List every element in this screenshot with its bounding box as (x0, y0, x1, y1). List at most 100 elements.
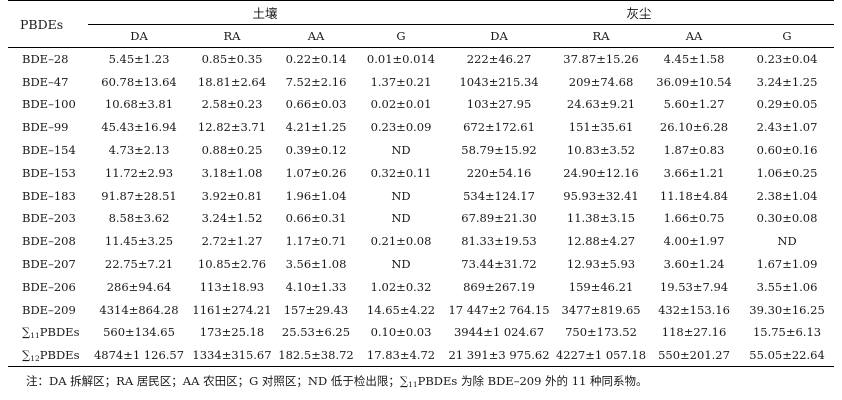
column-header: G (358, 24, 445, 48)
table-row: BDE–206 286±94.64 113±18.93 4.10±1.33 1.02±0… (8, 275, 834, 298)
table-cell: 1.66±0.75 (663, 211, 725, 226)
table-cell: 1334±315.67 (190, 343, 274, 368)
table-cell: 24.90±12.16 (563, 165, 639, 180)
table-cell: 0.29±0.05 (756, 97, 818, 112)
table-cell: 73.44±31.72 (461, 257, 537, 272)
table-row: BDE–154 4.73±2.13 0.88±0.25 0.39±0.12 ND 58.7… (8, 139, 834, 162)
table-cell: 18.81±2.64 (197, 74, 267, 89)
table-cell: 12.93±5.93 (566, 257, 636, 272)
table-cell: 2.38±1.04 (756, 188, 818, 203)
table-cell: 4.00±1.97 (663, 234, 725, 249)
table-cell: 11.38±3.15 (566, 211, 636, 226)
table-cell: 95.93±32.41 (563, 188, 639, 203)
row-label: ∑12PBDEs (8, 343, 88, 368)
table-cell: 4227±1 057.18 (554, 343, 649, 368)
table-cell: 26.10±6.28 (659, 120, 729, 135)
table-cell: 1.96±1.04 (285, 188, 347, 203)
table-footnote: 注：DA 拆解区；RA 居民区；AA 农田区；G 对照区；ND 低于检出限；∑1… (26, 373, 648, 389)
row-label: BDE–183 (22, 188, 76, 203)
row-label: BDE–99 (22, 120, 69, 135)
table-cell: 157±29.43 (283, 302, 349, 317)
table-cell: ND (391, 211, 411, 226)
table-cell: 3.66±1.21 (663, 165, 725, 180)
row-label-subscript: 12 (30, 353, 40, 363)
table-cell: 560±134.65 (103, 325, 175, 340)
table-cell: ND (391, 257, 411, 272)
table-cell: 12.82±3.71 (197, 120, 267, 135)
table-cell: 0.23±0.04 (756, 52, 818, 67)
footnote-text-after: PBDEs 为除 BDE–209 外的 11 种同系物。 (417, 374, 648, 388)
row-label: BDE–47 (22, 74, 69, 89)
table-cell: 182.5±38.72 (274, 343, 358, 368)
table-cell: 4314±864.28 (99, 302, 179, 317)
table-row: BDE–208 11.45±3.25 2.72±1.27 1.17±0.71 0.21±… (8, 230, 834, 253)
row-label-suffix: PBDEs (39, 324, 80, 339)
table-cell: 2.43±1.07 (756, 120, 818, 135)
table-cell: 432±153.16 (658, 302, 730, 317)
table-cell: 869±267.19 (463, 279, 535, 294)
sum-symbol: ∑ (22, 324, 31, 339)
table-cell: ND (391, 188, 411, 203)
table-cell: 10.83±3.52 (566, 143, 636, 158)
data-table-container: PBDEs 土壤 灰尘 DA RA AA G DA RA AA G BDE–28… (8, 0, 835, 368)
table-cell: 91.87±28.51 (101, 188, 177, 203)
table-cell: 5.60±1.27 (663, 97, 725, 112)
column-header: DA (444, 24, 555, 48)
table-cell: 1161±274.21 (192, 302, 272, 317)
table-cell: 209±74.68 (568, 74, 634, 89)
table-row: BDE–209 4314±864.28 1161±274.21 157±29.43 14… (8, 298, 834, 321)
table-cell: 1043±215.34 (459, 74, 539, 89)
table-cell: 4.21±1.25 (285, 120, 347, 135)
table-cell: 672±172.61 (463, 120, 535, 135)
table-row: ∑12PBDEs 4874±1 126.57 1334±315.67 182.5±38… (8, 343, 835, 368)
table-cell: 3944±1 024.67 (453, 325, 545, 340)
table-cell: 4.45±1.58 (663, 52, 725, 67)
table-cell: 0.66±0.31 (285, 211, 347, 226)
table-cell: 21 391±3 975.62 (444, 343, 555, 368)
table-cell: 2.72±1.27 (201, 234, 263, 249)
table-cell: 60.78±13.64 (101, 74, 177, 89)
table-row: BDE–203 8.58±3.62 3.24±1.52 0.66±0.31 ND 67.8… (8, 207, 834, 230)
table-cell: 5.45±1.23 (108, 52, 170, 67)
table-cell: 3.92±0.81 (201, 188, 263, 203)
table-cell: 0.21±0.08 (370, 234, 432, 249)
row-label: BDE–28 (22, 52, 69, 67)
corner-header: PBDEs (8, 0, 88, 48)
table-cell: 19.53±7.94 (659, 279, 729, 294)
table-cell: 113±18.93 (199, 279, 265, 294)
table-cell: 0.02±0.01 (370, 97, 432, 112)
table-cell: 15.75±6.13 (752, 325, 822, 340)
table-cell: 37.87±15.26 (563, 52, 639, 67)
table-cell: 12.88±4.27 (566, 234, 636, 249)
table-cell: 0.01±0.014 (366, 52, 436, 67)
column-header: AA (274, 24, 358, 48)
table-body: BDE–28 5.45±1.23 0.85±0.35 0.22±0.14 0.01±0.… (8, 48, 835, 368)
table-row: BDE–153 11.72±2.93 3.18±1.08 1.07±0.26 0.32±… (8, 161, 834, 184)
table-cell: 534±124.17 (463, 188, 535, 203)
table-cell: 0.23±0.09 (370, 120, 432, 135)
table-cell: 2.58±0.23 (201, 97, 263, 112)
table-cell: 67.89±21.30 (461, 211, 537, 226)
row-label: BDE–209 (22, 302, 76, 317)
table-cell: 55.05±22.64 (740, 343, 835, 368)
row-label: ∑11PBDEs (8, 321, 88, 344)
table-cell: 4.73±2.13 (108, 143, 170, 158)
row-label-subscript: 11 (30, 330, 40, 340)
table-row: BDE–28 5.45±1.23 0.85±0.35 0.22±0.14 0.01±0.… (8, 48, 834, 71)
table-cell: 0.30±0.08 (756, 211, 818, 226)
table-cell: 118±27.16 (661, 325, 727, 340)
footnote-subscript: 11 (408, 380, 418, 389)
table-row: BDE–99 45.43±16.94 12.82±3.71 4.21±1.25 0.23… (8, 116, 834, 139)
column-header: RA (554, 24, 649, 48)
table-row: ∑11PBDEs 560±134.65 173±25.18 25.53±6.25 0.1… (8, 321, 834, 344)
table-cell: 550±201.27 (648, 343, 741, 368)
table-cell: 0.32±0.11 (370, 165, 432, 180)
table-cell: 1.37±0.21 (370, 74, 432, 89)
table-cell: 39.30±16.25 (749, 302, 825, 317)
table-cell: 58.79±15.92 (461, 143, 537, 158)
table-cell: 45.43±16.94 (101, 120, 177, 135)
table-cell: 1.87±0.83 (663, 143, 725, 158)
table-cell: 286±94.64 (106, 279, 172, 294)
table-cell: 8.58±3.62 (108, 211, 170, 226)
column-header: RA (190, 24, 274, 48)
